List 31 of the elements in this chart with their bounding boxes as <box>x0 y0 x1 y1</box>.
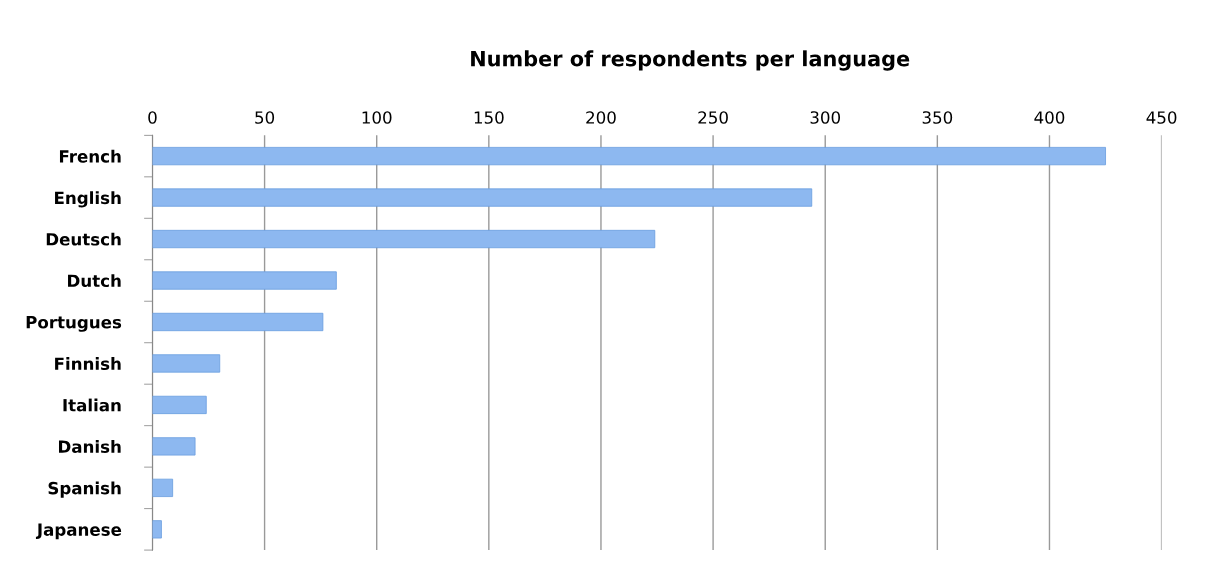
bar <box>152 520 162 539</box>
bar <box>152 271 337 290</box>
bar <box>152 312 324 332</box>
y-tick-label: Danish <box>58 440 121 453</box>
y-tick-label: Deutsch <box>46 232 121 246</box>
x-tick-label: 50 <box>255 111 275 124</box>
y-tick-label: English <box>55 191 121 208</box>
x-tick-label: 0 <box>148 111 157 124</box>
chart-title: Number of respondents per language <box>471 50 910 71</box>
x-tick-label: 400 <box>1034 111 1065 124</box>
bar <box>152 188 813 207</box>
x-tick-label: 350 <box>922 111 953 124</box>
x-tick-label: 300 <box>810 111 841 124</box>
x-tick-label: 100 <box>362 111 392 124</box>
y-tick-label: Dutch <box>68 274 121 288</box>
y-tick-label: Japanese <box>35 523 122 540</box>
bar <box>152 229 656 249</box>
y-tick-label: Italian <box>63 398 121 412</box>
x-tick-label: 250 <box>698 111 728 124</box>
x-tick-label: 200 <box>586 111 616 124</box>
y-tick-label: Portugues <box>26 316 122 332</box>
bar <box>152 437 196 456</box>
bar <box>152 146 1106 166</box>
bar <box>152 354 221 373</box>
y-tick-label: Spanish <box>48 481 121 498</box>
x-tick-label: 450 <box>1146 111 1177 124</box>
bar <box>152 395 207 415</box>
x-tick-label: 150 <box>474 111 504 124</box>
y-tick-label: Finnish <box>55 357 121 371</box>
y-tick-label: French <box>59 149 121 163</box>
bar <box>152 478 174 497</box>
